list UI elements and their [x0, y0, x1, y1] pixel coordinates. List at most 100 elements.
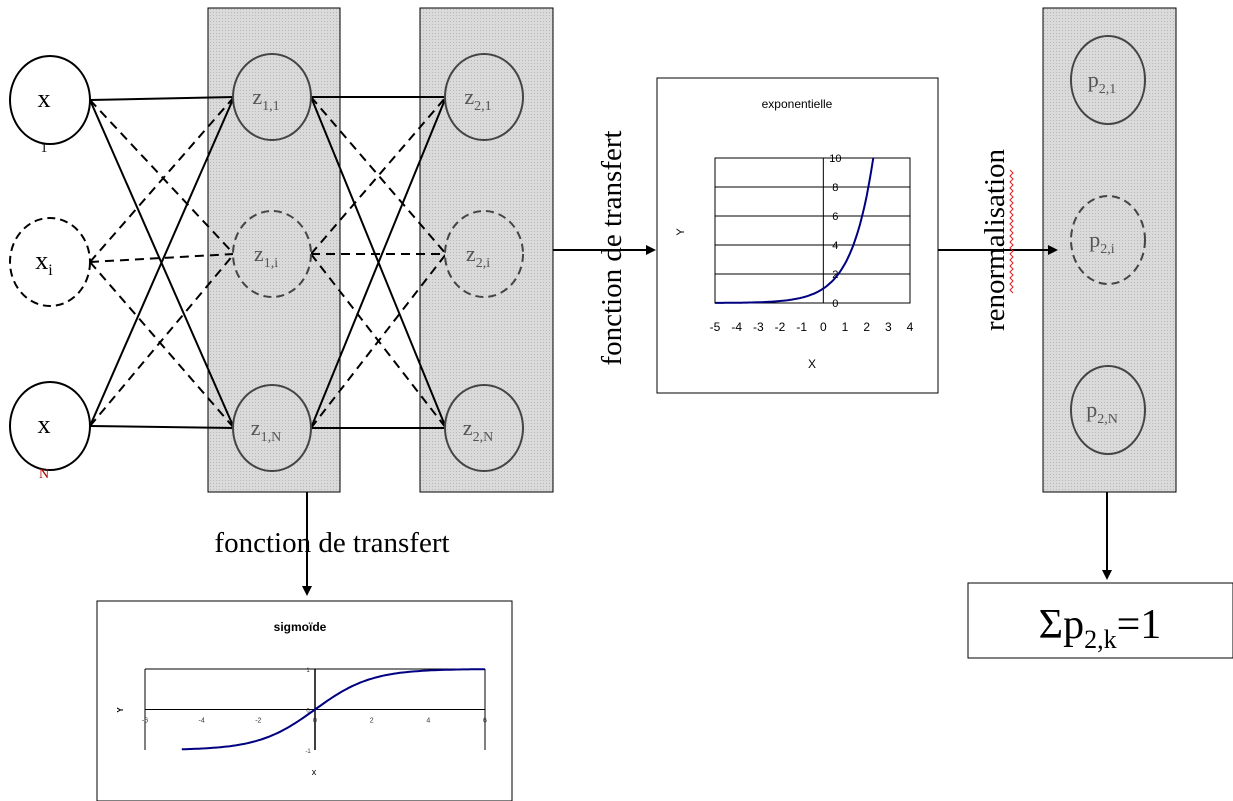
x-tick-label: 0 [313, 718, 317, 725]
node-circle [444, 384, 524, 472]
input-index-label: 1 [41, 141, 48, 156]
chart-title: sigmoïde [274, 620, 327, 634]
connection-in-0-h-2 [89, 99, 235, 429]
node-subscript: 2,1 [1099, 82, 1117, 97]
node-label: p2,1 [1088, 67, 1117, 97]
node-subscript: 1,1 [262, 99, 280, 114]
x-tick-label: 4 [907, 320, 914, 334]
node-circle [9, 55, 91, 145]
node-z2i: z2,i [444, 210, 524, 298]
connection-in-1-h-0 [89, 96, 235, 263]
x-tick-label: -2 [255, 718, 261, 725]
x-tick-label: 3 [885, 320, 892, 334]
node-circle [444, 210, 524, 298]
node-main: z [464, 84, 474, 109]
node-p2N: p2,N [1070, 365, 1146, 455]
y-axis-label: Y [116, 707, 125, 713]
node-circle [232, 210, 312, 298]
y-tick-label: 4 [832, 240, 838, 252]
node-main: x [38, 84, 51, 113]
series-line [181, 668, 485, 751]
node-z1i: z1,i [232, 210, 312, 298]
node-label: z1,1 [252, 84, 279, 114]
x-tick-label: 2 [863, 320, 870, 334]
chart-title: exponentielle [762, 97, 833, 111]
node-xN: xN [9, 381, 91, 482]
y-axis-label: Y [675, 228, 687, 236]
node-subscript: 1,N [261, 430, 282, 445]
node-circle [232, 53, 312, 141]
connection-in-1-h-1 [89, 253, 235, 263]
x-tick-label: 6 [483, 718, 487, 725]
node-label: xi [35, 246, 53, 279]
node-label: z1,i [254, 241, 278, 271]
node-main: p [1088, 67, 1099, 92]
transfer-function-bottom-label: fonction de transfert [214, 527, 449, 559]
node-circle [9, 217, 91, 307]
node-main: z [463, 415, 473, 440]
node-label: z1,N [251, 415, 281, 445]
x-tick-label: -1 [796, 320, 807, 334]
connection-in-0-h-1 [89, 99, 235, 255]
node-label: p2,N [1086, 397, 1118, 427]
node-subscript: i [48, 262, 53, 279]
sum-equation: Σp2,k=1 [1039, 602, 1162, 654]
node-circle [1070, 365, 1146, 455]
node-subscript: 2,N [473, 430, 494, 445]
node-circle [1070, 35, 1146, 125]
node-xi: xi [9, 217, 91, 307]
sum-main: Σp [1039, 602, 1084, 648]
connection-in-2-h-2 [89, 425, 235, 429]
node-main: z [252, 84, 262, 109]
node-main: p [1089, 227, 1100, 252]
y-tick-label: 2 [832, 269, 838, 281]
node-circle [232, 384, 312, 472]
node-circle [9, 381, 91, 471]
y-tick-label: 8 [832, 182, 838, 194]
node-subscript: 2,i [476, 256, 491, 271]
spellcheck-underline [1009, 169, 1014, 294]
connection-in-1-h-2 [89, 261, 235, 429]
node-x1: x1 [9, 55, 91, 156]
transfer-function-vertical-label: fonction de transfert [596, 130, 628, 365]
network-nodes: x1xixNz1,1z1,iz1,Nz2,1z2,iz2,Np2,1p2,ip2… [9, 35, 1146, 482]
node-circle [1070, 195, 1146, 285]
node-z1N: z1,N [232, 384, 312, 472]
sum-rhs: =1 [1117, 602, 1162, 648]
sum-box [967, 582, 1233, 659]
x-axis-label: x [312, 767, 317, 777]
node-circle [444, 53, 524, 141]
node-label: x [38, 410, 51, 439]
node-label: z2,1 [464, 84, 491, 114]
y-tick-label: 6 [832, 211, 838, 223]
node-main: x [38, 410, 51, 439]
node-main: z [251, 415, 261, 440]
y-tick-label: 0 [306, 709, 310, 715]
node-z11: z1,1 [232, 53, 312, 141]
node-label: z2,i [466, 241, 490, 271]
x-tick-label: -2 [775, 320, 786, 334]
node-p2i: p2,i [1070, 195, 1146, 285]
node-p21: p2,1 [1070, 35, 1146, 125]
x-tick-label: 1 [842, 320, 849, 334]
connection-in-2-h-1 [89, 253, 235, 427]
connection-h-2-l2-0 [310, 96, 447, 429]
node-subscript: 2,i [1100, 242, 1115, 257]
connection-in-0-h-0 [89, 96, 235, 101]
connection-h-0-l2-1 [310, 96, 447, 255]
x-tick-label: -5 [710, 320, 721, 334]
x-tick-label: -4 [731, 320, 742, 334]
node-main: z [254, 241, 264, 266]
input-index-label: N [39, 467, 49, 482]
node-main: x [35, 246, 48, 275]
node-subscript: 2,1 [474, 99, 492, 114]
node-label: p2,i [1089, 227, 1115, 257]
node-main: z [466, 241, 476, 266]
sigmoid-chart: sigmoïde -6 -4 -2 0 2 4 6 -1 0 1 x Y [116, 620, 487, 777]
series-line [715, 158, 875, 304]
sigmoid-chart-frame [96, 600, 513, 801]
y-tick-label: 0 [832, 298, 838, 310]
y-tick-label: 10 [829, 153, 841, 165]
x-tick-label: 2 [370, 718, 374, 725]
